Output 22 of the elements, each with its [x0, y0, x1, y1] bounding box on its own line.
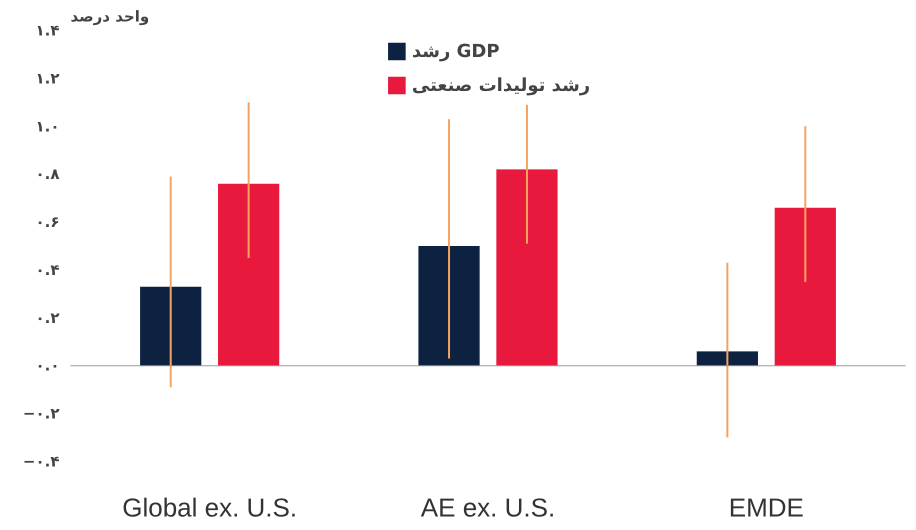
y-tick-label: ۰.۰	[35, 356, 60, 375]
y-tick-label: ۱.۴	[35, 22, 60, 40]
bar	[774, 208, 836, 366]
x-tick-label: EMDE	[728, 492, 804, 522]
y-tick-label: ۰.۴	[35, 260, 60, 279]
bar	[218, 184, 280, 366]
bar	[496, 169, 558, 366]
y-tick-label: ۱.۰	[35, 117, 60, 136]
y-tick-label: −۰.۴	[22, 452, 60, 470]
x-tick-label: AE ex. U.S.	[420, 492, 556, 522]
bar	[140, 286, 202, 366]
y-axis-title: واحد درصد	[70, 8, 150, 26]
bar	[696, 351, 758, 366]
bar	[418, 246, 480, 366]
y-tick-label: −۰.۲	[22, 404, 60, 423]
y-tick-label: ۰.۸	[35, 165, 60, 184]
x-tick-label: Global ex. U.S.	[122, 492, 298, 522]
legend-label: رشد GDP	[412, 40, 500, 62]
y-tick-label: ۰.۶	[35, 213, 60, 232]
legend-label: رشد تولیدات صنعتی	[412, 74, 590, 96]
y-tick-label: ۰.۲	[35, 308, 60, 327]
y-tick-label: ۱.۲	[35, 69, 60, 88]
